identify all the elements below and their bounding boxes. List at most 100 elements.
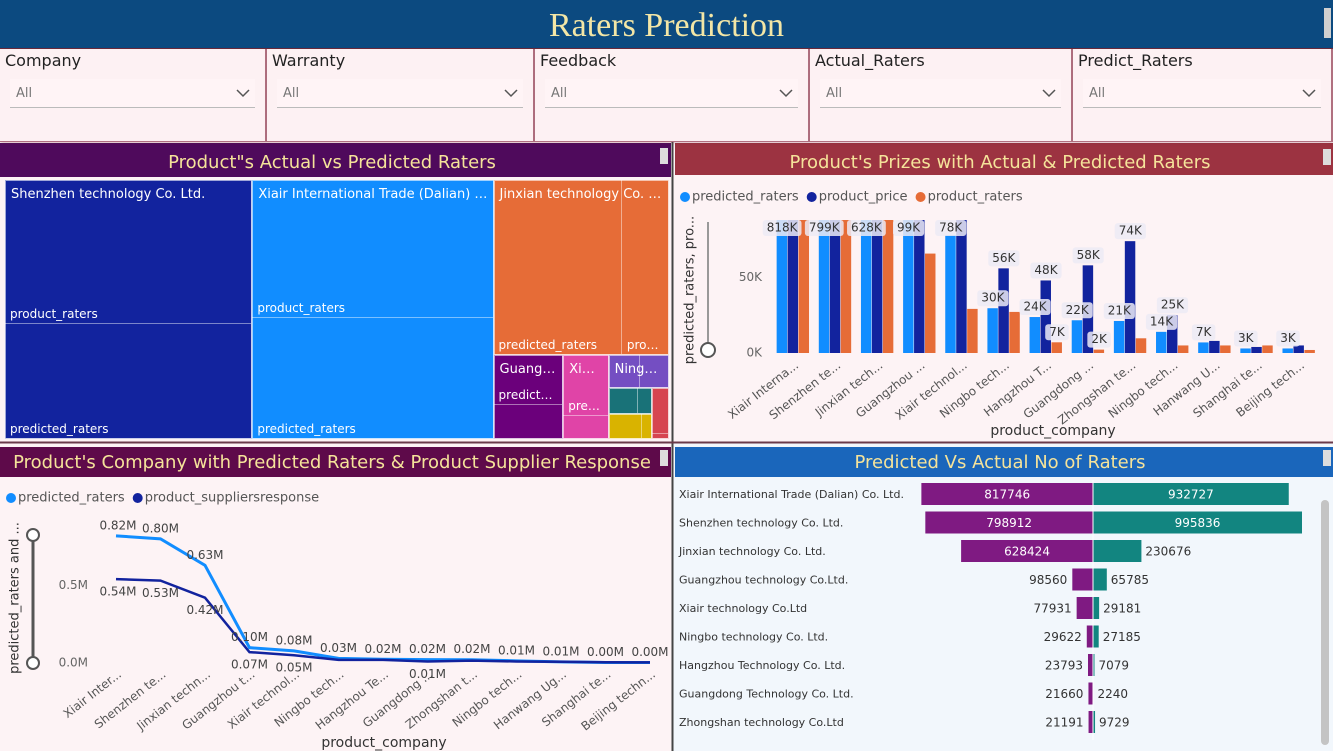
data-label-bg — [935, 220, 967, 236]
bar — [1076, 597, 1093, 619]
bar — [860, 220, 872, 353]
data-label: 99K — [897, 221, 921, 235]
bar — [1093, 349, 1105, 353]
bar — [1093, 625, 1099, 648]
bar — [1220, 345, 1231, 353]
data-label: 2240 — [1097, 687, 1128, 701]
bar — [1009, 311, 1020, 353]
slicer-dropdown[interactable]: All — [10, 79, 255, 108]
slicer-label: Predict_Raters — [1078, 51, 1193, 70]
bar — [776, 220, 788, 353]
data-label: 22K — [1066, 303, 1090, 317]
treemap-tile: predicted_raters — [563, 354, 609, 417]
data-label: 818K — [767, 221, 799, 235]
slicer-dropdown[interactable]: All — [545, 79, 798, 108]
legend-label: product_price — [819, 190, 908, 205]
data-label: 0.00M — [587, 645, 624, 659]
bar — [798, 220, 810, 353]
data-label: 98560 — [1029, 573, 1067, 587]
data-label-bg — [804, 220, 844, 236]
header: Raters Prediction — [0, 0, 1333, 49]
slicer-dropdown[interactable]: All — [820, 79, 1061, 108]
bar — [1072, 568, 1093, 591]
slicer-dropdown[interactable]: All — [1083, 79, 1321, 108]
bar — [1198, 342, 1209, 353]
slicer-value: All — [1089, 86, 1106, 101]
slicer-value: All — [826, 86, 843, 101]
tile-label: predicted_raters — [568, 399, 605, 414]
category-label: Ningbo technology Co. Ltd. — [679, 631, 828, 644]
bar — [1166, 315, 1178, 353]
data-label: 0.08M — [275, 633, 312, 647]
legend-marker — [915, 192, 926, 202]
bar — [1093, 540, 1142, 562]
slicer-dropdown[interactable]: All — [277, 79, 523, 108]
tile-label: product_raters — [257, 301, 346, 315]
category-label: Zhongshan technology Co.Ltd — [679, 716, 844, 729]
zoom-slider-handle[interactable] — [26, 656, 40, 670]
treemap-tile — [638, 388, 653, 414]
data-label-bg — [1087, 331, 1111, 348]
data-label-bg — [1019, 299, 1051, 316]
bar — [1040, 280, 1051, 353]
panel-title-bar — [675, 447, 1333, 477]
bar — [1113, 320, 1125, 353]
data-label: 0.63M — [186, 548, 223, 562]
legend-label: product_suppliersresponse — [145, 491, 319, 506]
category-label: Xiair technology Co.Ltd — [679, 602, 807, 615]
data-label: 30K — [981, 291, 1005, 305]
slicer-label: Actual_Raters — [815, 51, 925, 70]
slicer-label: Feedback — [540, 51, 617, 70]
data-label: 7K — [1049, 325, 1066, 339]
data-label: 2K — [1091, 332, 1108, 346]
treemap-tile — [608, 388, 639, 414]
data-label: 21660 — [1045, 687, 1083, 701]
data-label: 932727 — [1168, 488, 1214, 502]
legend-marker — [680, 192, 690, 202]
panel-title-bar — [0, 447, 671, 477]
bar — [1093, 597, 1100, 619]
bar — [1093, 511, 1302, 534]
line — [115, 577, 651, 664]
treemap-tile: predicted_raters — [5, 323, 253, 439]
bar — [1088, 711, 1093, 733]
bar — [961, 540, 1093, 562]
category-label: Jinxian technology Co. Ltd. — [678, 545, 826, 558]
slicer-label: Warranty — [272, 51, 346, 70]
data-label: 0.00M — [631, 645, 668, 659]
bar — [925, 511, 1093, 534]
bar — [1029, 317, 1041, 353]
data-label: 995836 — [1175, 516, 1221, 530]
data-label: 0.02M — [364, 642, 401, 656]
bar — [903, 220, 914, 353]
panel — [0, 443, 672, 751]
scrollbar[interactable] — [1321, 500, 1329, 745]
data-label: 798912 — [986, 516, 1032, 530]
legend-label: predicted_raters — [18, 491, 125, 506]
data-label: 230676 — [1145, 545, 1191, 559]
bar — [1177, 345, 1189, 353]
treemap-tile: predicted_raters — [252, 318, 494, 439]
bar — [871, 220, 883, 353]
legend-label: predicted_raters — [692, 190, 799, 205]
bar — [914, 220, 925, 353]
data-label-bg — [1103, 302, 1135, 319]
bar — [882, 220, 894, 353]
bar — [987, 308, 998, 353]
data-label: 58K — [1077, 248, 1101, 262]
chevron — [504, 89, 518, 98]
data-label-bg — [1061, 302, 1093, 319]
zoom-slider-handle[interactable] — [26, 528, 40, 542]
data-label: 817746 — [984, 488, 1030, 502]
y-tick-label: 0.0M — [59, 656, 88, 670]
focus-icon — [1323, 149, 1331, 165]
bar — [1093, 711, 1096, 733]
data-label: 628K — [851, 221, 883, 235]
bar — [1304, 349, 1315, 353]
bar — [1251, 346, 1262, 353]
data-label-bg — [1191, 324, 1216, 341]
slicer: Feedback All — [535, 49, 810, 142]
panel-title-bar — [0, 143, 671, 177]
zoom-slider-handle[interactable] — [700, 342, 716, 358]
